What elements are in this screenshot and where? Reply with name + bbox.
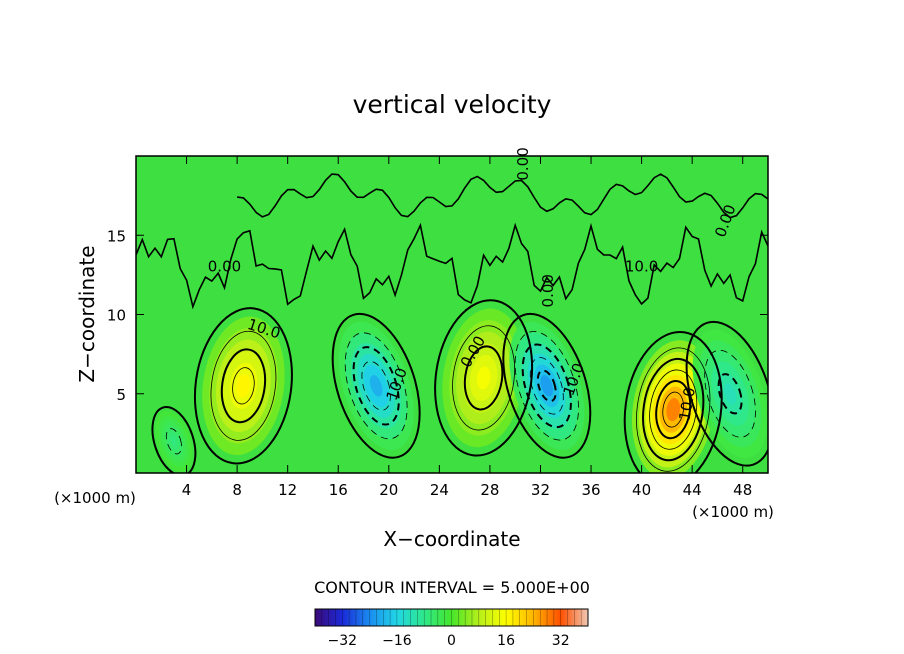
contour-set [502,312,592,459]
contour-label: 10.0 [625,258,658,276]
contour-label: 0.00 [514,147,532,180]
x-tick-label: 36 [581,481,600,499]
field-level [540,375,554,397]
contour-label: 10.0 [675,386,699,422]
chart-title: vertical velocity [353,90,552,119]
contour-set [193,307,293,465]
contour-label: 0.00 [539,274,557,307]
field-level [476,366,491,390]
field-level [369,375,383,397]
contour-lines [136,173,768,473]
contour-line [514,331,579,441]
contour-set [623,330,723,473]
contour-interval: CONTOUR INTERVAL = 5.000E+00 [314,578,590,597]
contour-line [521,343,572,429]
contour-line [352,346,400,426]
y-tick-label: 5 [116,386,126,404]
contour-set [685,320,768,467]
x-tick-label: 16 [329,481,348,499]
zero-contour [331,312,421,459]
x-tick-label: 8 [232,481,242,499]
zero-contour [136,222,768,310]
x-tick-label: 12 [278,481,297,499]
colorbar-tick-label: 32 [552,633,570,649]
field-level [666,398,681,422]
x-tick-label: 44 [683,481,702,499]
downdraft-cell [155,410,193,472]
x-tick-label: 28 [480,481,499,499]
contour-set [151,406,197,473]
colorbar-tick-labels: −32 −16 0 16 32 [328,633,570,649]
contour-line [655,380,692,440]
colorbar-tick-label: 16 [497,633,515,649]
contour-line [642,357,705,462]
x-unit-right: (×1000 m) [692,503,774,521]
contour-line [529,357,564,415]
contour-line [220,348,267,424]
y-axis: 5 10 15 [107,227,768,404]
contour-line [662,391,685,428]
contour-line [452,325,516,431]
updraft-cell [631,340,715,473]
contour-line [361,361,391,411]
downdraft-cell [692,329,768,458]
colorbar-dividers [321,609,582,626]
x-tick-label: 24 [430,481,449,499]
contour-line [636,347,711,472]
contour-line [344,332,408,440]
field-level [723,383,737,405]
zero-contour [623,330,723,473]
zero-contour [151,406,197,473]
contour-label: 0.00 [208,258,241,276]
zero-contour [685,320,768,467]
zero-contour [434,299,534,457]
x-tick-label: 32 [531,481,550,499]
contour-set [331,312,421,459]
contour-line [463,345,504,411]
updraft-cell [442,308,525,448]
y-tick-label: 15 [107,227,126,245]
zero-contour [502,312,592,459]
field-level [236,374,251,398]
x-axis: 4 8 12 16 20 24 28 32 36 40 44 48 [182,156,752,499]
x-tick-label: 4 [182,481,192,499]
field-level [170,436,177,447]
contour-line [704,349,756,438]
contour-line [717,373,743,415]
contour-set [434,299,534,457]
y-tick-label: 10 [107,307,126,325]
contour-line [232,367,255,405]
x-unit-left: (×1000 m) [54,489,136,507]
colorbar-tick-label: −16 [382,633,412,649]
contour-line [536,369,557,403]
contour-line [165,428,182,455]
x-tick-label: 48 [733,481,752,499]
x-tick-label: 40 [632,481,651,499]
y-axis-label: Z−coordinate [75,245,99,382]
colorbar-tick-label: −32 [328,633,358,649]
x-axis-label: X−coordinate [383,527,520,551]
contour-line [210,330,277,441]
downdraft-cell [509,321,585,450]
x-tick-label: 20 [379,481,398,499]
colorbar: −32 −16 0 16 32 [314,608,589,649]
zero-contour [236,173,768,219]
colorbar-tick-label: 0 [447,633,456,649]
zero-contour [193,307,293,465]
